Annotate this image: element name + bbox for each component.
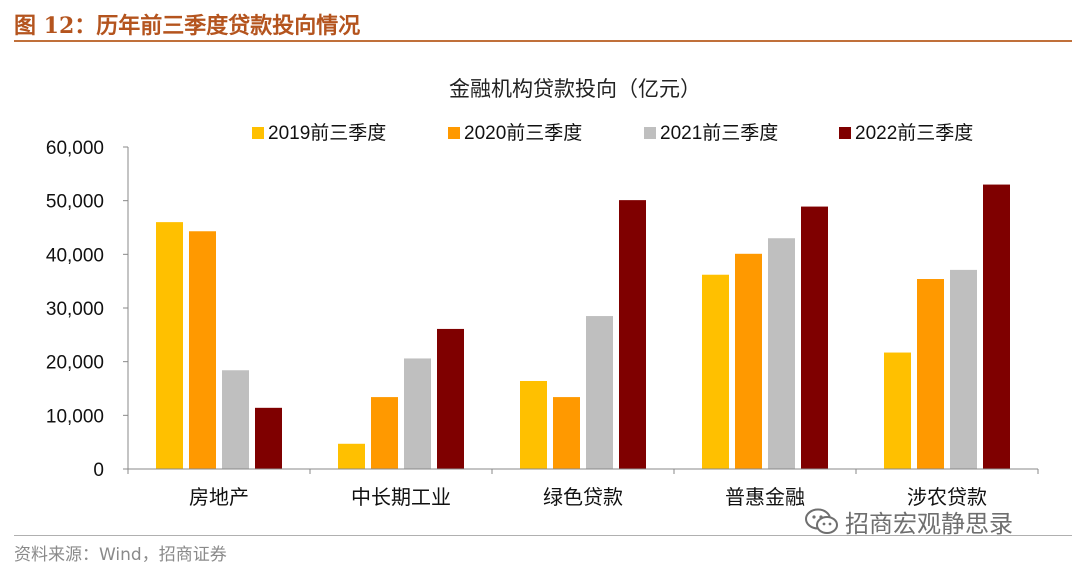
y-tick-label: 60,000 <box>46 138 104 159</box>
bar-4-3 <box>619 200 646 469</box>
bar-3-3 <box>586 316 613 469</box>
wechat-icon <box>805 508 838 534</box>
bar-4-4 <box>801 206 828 469</box>
chart-title: 金融机构贷款投向（亿元） <box>449 77 701 101</box>
y-tick-label: 0 <box>93 460 104 481</box>
x-axis: 房地产 中长期工业 绿色贷款 普惠金融 涉农贷款 <box>127 468 1039 509</box>
x-tick-label: 绿色贷款 <box>543 485 623 509</box>
bar-2-4 <box>735 253 762 469</box>
bar-3-5 <box>950 269 977 469</box>
x-tick-label: 中长期工业 <box>351 485 451 509</box>
legend-swatch <box>839 127 851 139</box>
bar-4-5 <box>983 184 1010 470</box>
bar-1-5 <box>884 352 911 469</box>
x-tick-label: 普惠金融 <box>725 485 805 509</box>
x-tick-label: 涉农贷款 <box>907 485 987 509</box>
y-tick-label: 40,000 <box>46 245 104 266</box>
bar-4-2 <box>437 328 464 469</box>
bar-2-3 <box>553 397 580 469</box>
bar-2-1 <box>189 231 216 469</box>
y-tick-label: 20,000 <box>46 353 104 374</box>
bar-2-2 <box>371 397 398 469</box>
legend-swatch <box>644 127 656 139</box>
bar-3-1 <box>222 370 249 469</box>
source-divider <box>14 535 1072 536</box>
figure-title: 图 12：历年前三季度贷款投向情况 <box>14 13 361 39</box>
y-tick-label: 10,000 <box>46 406 104 427</box>
legend-label: 2019前三季度 <box>268 122 386 144</box>
bar-1-4 <box>702 274 729 469</box>
watermark: 招商宏观静思录 <box>805 504 1013 539</box>
bars <box>156 184 1010 470</box>
bar-chart: 金融机构贷款投向（亿元） 2019前三季度 2020前三季度 2021前三季度 202… <box>46 77 1039 509</box>
bar-3-2 <box>404 358 431 469</box>
legend-label: 2020前三季度 <box>464 122 582 144</box>
legend-label: 2021前三季度 <box>660 122 778 144</box>
legend: 2019前三季度 2020前三季度 2021前三季度 2022前三季度 <box>252 122 973 144</box>
source-note: 资料来源：Wind，招商证券 <box>14 545 227 565</box>
legend-swatch <box>252 127 264 139</box>
y-tick-label: 30,000 <box>46 299 104 320</box>
bar-1-3 <box>520 380 547 469</box>
y-axis: 0 10,000 20,000 30,000 40,000 50,000 60,000 <box>46 138 129 481</box>
legend-swatch <box>448 127 460 139</box>
title-divider <box>14 40 1072 42</box>
legend-label: 2022前三季度 <box>855 122 973 144</box>
bar-1-1 <box>156 222 183 469</box>
bar-3-4 <box>768 238 795 469</box>
x-tick-label: 房地产 <box>189 485 249 509</box>
watermark-text: 招商宏观静思录 <box>845 510 1013 538</box>
bar-4-1 <box>255 407 282 469</box>
bar-1-2 <box>338 443 365 469</box>
bar-2-5 <box>917 279 944 469</box>
y-tick-label: 50,000 <box>46 192 104 213</box>
